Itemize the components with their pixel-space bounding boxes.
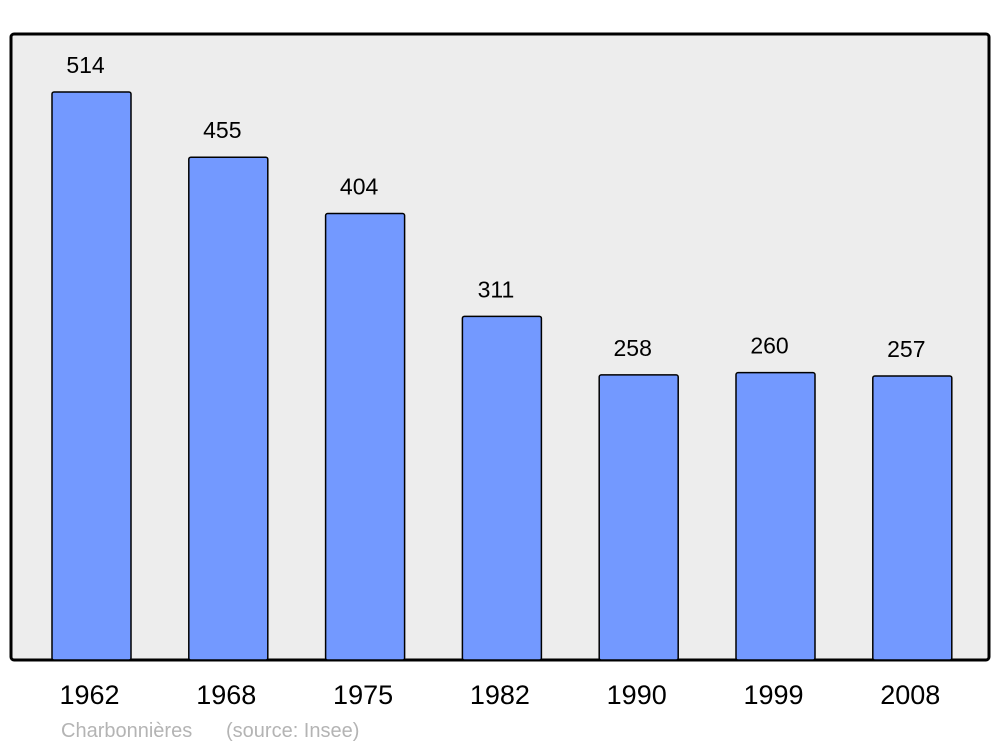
data-label-2008: 257 [887,336,925,362]
bar-1962 [51,91,132,661]
footer-source: (source: Insee) [226,720,359,742]
x-tick-label-1999: 1999 [743,680,803,710]
data-label-1990: 258 [614,335,652,361]
x-tick-label-1968: 1968 [196,680,256,710]
x-tick-label-1982: 1982 [470,680,530,710]
bar-1975 [324,212,406,661]
data-label-1962: 514 [66,52,105,78]
bar-1990 [598,374,679,661]
bar-1968 [188,156,269,661]
data-label-1982: 311 [478,276,515,302]
bar-1982 [461,315,543,661]
x-tick-label-1975: 1975 [333,680,393,710]
bar-1999 [735,371,816,661]
x-tick-label-1990: 1990 [607,680,667,710]
data-label-1968: 455 [203,117,241,143]
footer-place: Charbonnières [61,720,192,742]
data-label-1975: 404 [340,174,379,200]
x-tick-label-2008: 2008 [880,680,940,710]
bar-2008 [872,375,953,661]
data-label-1999: 260 [750,333,788,359]
x-tick-label-1962: 1962 [59,680,119,710]
